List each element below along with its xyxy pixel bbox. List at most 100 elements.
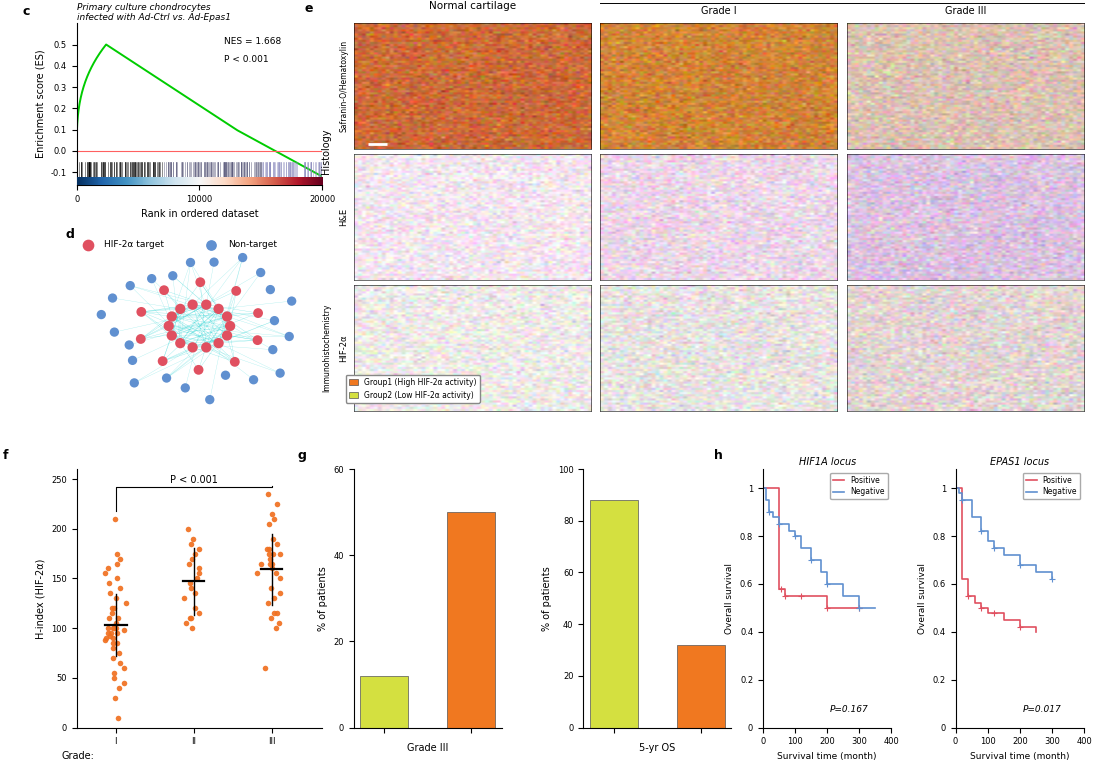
Point xyxy=(280,330,298,343)
Point xyxy=(105,602,123,615)
Point xyxy=(272,587,289,600)
Point xyxy=(184,533,201,545)
Point xyxy=(104,632,122,644)
Point xyxy=(101,587,118,600)
Text: NES = 1.668: NES = 1.668 xyxy=(224,37,281,46)
Point xyxy=(107,622,125,635)
Y-axis label: Overall survival: Overall survival xyxy=(918,563,927,634)
Text: Grade I: Grade I xyxy=(701,6,737,16)
Point xyxy=(108,557,126,570)
Point xyxy=(262,283,279,296)
Point xyxy=(80,238,97,251)
Point xyxy=(96,567,114,580)
Point xyxy=(106,512,124,525)
Point xyxy=(262,553,279,565)
Point xyxy=(268,498,286,510)
Text: c: c xyxy=(23,5,30,18)
Point xyxy=(108,637,126,649)
Point xyxy=(263,562,280,574)
Text: g: g xyxy=(298,449,307,462)
Point xyxy=(110,711,127,724)
Point xyxy=(263,557,280,570)
Point xyxy=(201,393,219,406)
Point xyxy=(256,662,274,674)
Bar xyxy=(448,512,495,728)
Point xyxy=(268,607,286,619)
Point xyxy=(267,622,285,635)
Point xyxy=(183,622,200,635)
Point xyxy=(175,592,193,604)
Point xyxy=(197,299,215,311)
Bar xyxy=(590,500,637,728)
Point xyxy=(228,285,245,297)
Point xyxy=(96,634,114,646)
Point xyxy=(117,597,135,609)
Point xyxy=(270,547,288,560)
Point xyxy=(111,682,128,694)
Point xyxy=(111,553,128,565)
Text: HIF-2α: HIF-2α xyxy=(339,334,348,361)
Point xyxy=(249,334,266,346)
Point xyxy=(258,488,276,500)
Point xyxy=(163,310,181,323)
Point xyxy=(197,341,215,354)
Point xyxy=(105,622,123,635)
Point xyxy=(272,572,289,584)
Text: d: d xyxy=(65,228,74,241)
Point xyxy=(266,314,284,327)
X-axis label: Survival time (month): Survival time (month) xyxy=(777,752,877,761)
Point xyxy=(260,597,277,609)
Point xyxy=(104,652,122,664)
X-axis label: Grade III: Grade III xyxy=(407,743,449,753)
Point xyxy=(108,572,126,584)
Point xyxy=(108,612,126,625)
Point xyxy=(108,627,126,639)
Point xyxy=(218,329,235,341)
Point xyxy=(186,602,204,615)
Point xyxy=(104,642,122,654)
X-axis label: Rank in ordered dataset: Rank in ordered dataset xyxy=(140,209,258,219)
Bar xyxy=(360,676,408,728)
Y-axis label: Overall survival: Overall survival xyxy=(725,563,735,634)
Point xyxy=(210,337,228,349)
Point xyxy=(226,355,243,368)
Point xyxy=(154,355,172,368)
Point xyxy=(203,238,220,251)
Point xyxy=(110,647,127,659)
Point xyxy=(272,367,289,379)
Point xyxy=(260,518,277,530)
Point xyxy=(266,512,284,525)
Point xyxy=(106,691,124,704)
Point xyxy=(261,557,278,570)
Point xyxy=(270,617,288,629)
Point xyxy=(104,607,122,619)
Point xyxy=(258,543,276,555)
X-axis label: Survival time (month): Survival time (month) xyxy=(970,752,1070,761)
Point xyxy=(186,587,204,600)
Point xyxy=(176,617,194,629)
Point xyxy=(112,582,129,594)
Point xyxy=(265,533,283,545)
Legend: Group1 (High HIF-2α activity), Group2 (Low HIF-2α activity): Group1 (High HIF-2α activity), Group2 (L… xyxy=(346,375,480,402)
Point xyxy=(104,637,122,649)
Point xyxy=(115,676,132,689)
Bar xyxy=(677,645,725,728)
Text: P=0.017: P=0.017 xyxy=(1023,705,1061,714)
Y-axis label: % of patients: % of patients xyxy=(318,566,327,631)
Point xyxy=(263,582,280,594)
Point xyxy=(100,562,117,574)
Legend: Positive, Negative: Positive, Negative xyxy=(1023,473,1081,499)
Text: Safranin-O/Hematoxylin: Safranin-O/Hematoxylin xyxy=(339,40,348,132)
Point xyxy=(104,292,122,304)
Point xyxy=(178,522,196,535)
Point xyxy=(120,339,138,351)
Text: HIF-2α target: HIF-2α target xyxy=(104,241,163,249)
Point xyxy=(183,553,200,565)
Point xyxy=(160,320,177,332)
Point xyxy=(101,577,118,590)
Point xyxy=(182,612,199,625)
Point xyxy=(100,627,117,639)
Point xyxy=(189,562,207,574)
Point xyxy=(265,607,283,619)
Point xyxy=(265,547,283,560)
